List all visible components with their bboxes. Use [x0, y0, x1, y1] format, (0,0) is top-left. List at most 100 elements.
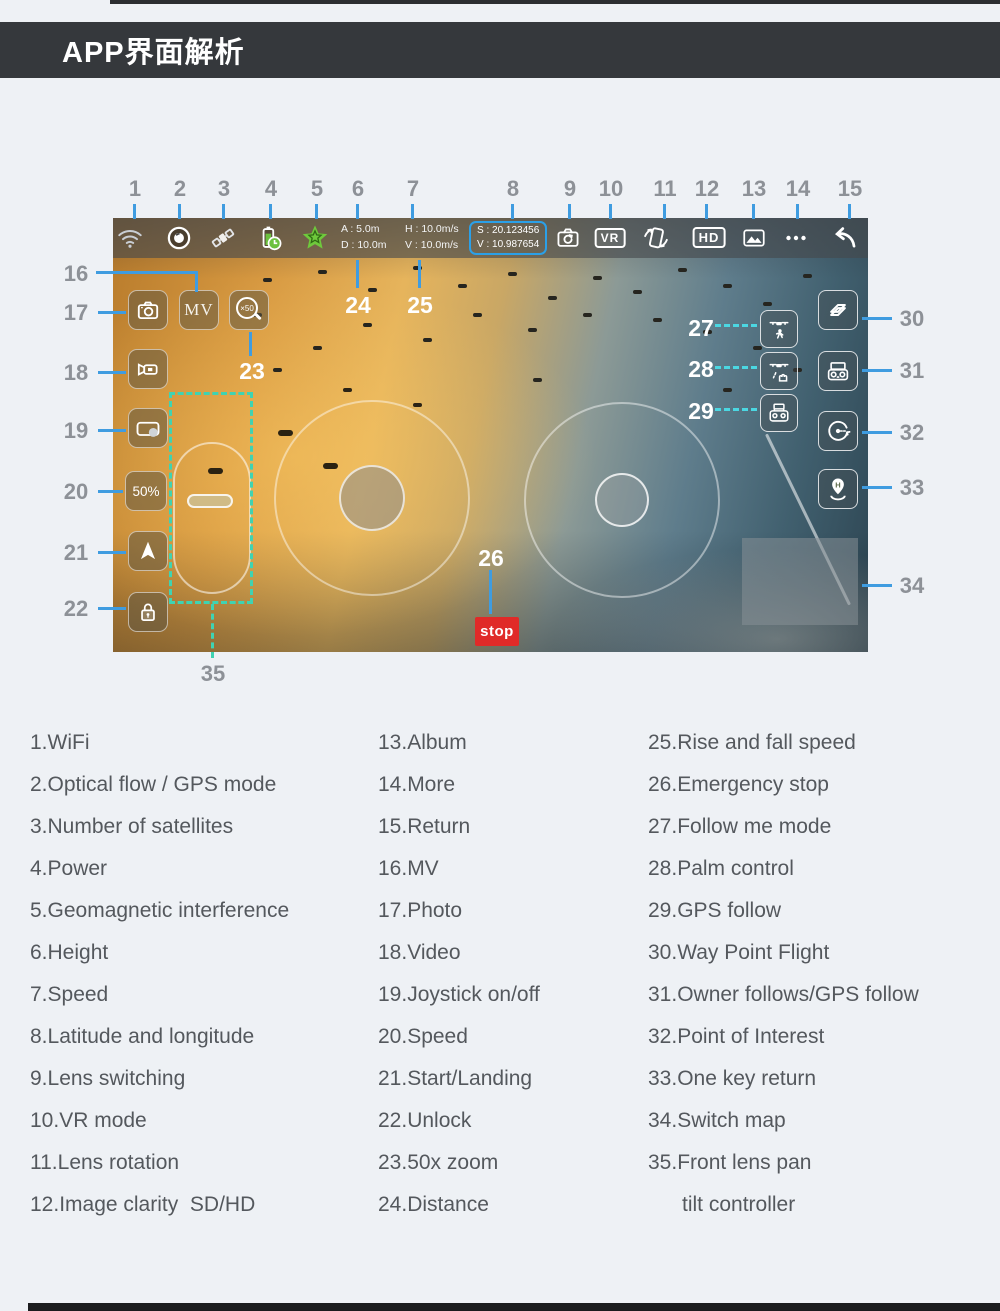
- page-title: APP界面解析: [62, 37, 245, 69]
- legend-column-3: 25.Rise and fall speed 26.Emergency stop…: [648, 722, 919, 1226]
- legend-item: 16.MV: [378, 857, 439, 880]
- pan-tilt-slider[interactable]: [187, 494, 233, 508]
- point-of-interest-button[interactable]: [818, 411, 858, 451]
- leader-15: [848, 204, 851, 219]
- speed-readout: H : 10.0m/s V : 10.0m/s: [405, 223, 459, 251]
- legend-item: 14.More: [378, 773, 456, 796]
- leader-3: [222, 204, 225, 219]
- callout-11: 11: [653, 176, 677, 201]
- follow-me-icon: [765, 315, 793, 343]
- legend-item: 22.Unlock: [378, 1109, 472, 1132]
- hd-quality-icon[interactable]: HD: [692, 227, 726, 248]
- legend-item: 13.Album: [378, 731, 467, 754]
- callout-21: 21: [63, 540, 89, 565]
- speed-percent-button[interactable]: 50%: [125, 471, 167, 511]
- leader-6: [356, 204, 359, 219]
- callout-18: 18: [63, 360, 89, 385]
- callout-14: 14: [785, 176, 811, 201]
- leader-18: [98, 371, 126, 374]
- legend-item: 17.Photo: [378, 899, 463, 922]
- legend-column-1: 1.WiFi 2.Optical flow / GPS mode 3.Numbe…: [30, 722, 289, 1226]
- start-landing-button[interactable]: [128, 531, 168, 571]
- legend-item: 12.Image clarity SD/HD: [30, 1193, 256, 1216]
- leader-21: [98, 551, 126, 554]
- legend-item: 8.Latitude and longitude: [30, 1025, 255, 1048]
- legend-item: 30.Way Point Flight: [648, 941, 830, 964]
- map-thumbnail[interactable]: [742, 538, 858, 625]
- video-button[interactable]: [128, 349, 168, 389]
- legend-column-2: 13.Album 14.More 15.Return 16.MV 17.Phot…: [378, 722, 540, 1226]
- legend-item: 28.Palm control: [648, 857, 794, 880]
- legend-item: 18.Video: [378, 941, 461, 964]
- lens-switch-icon[interactable]: [553, 225, 583, 252]
- pan-tilt-highlight-box: [169, 392, 253, 604]
- callout-25: 25: [407, 292, 433, 318]
- vr-mode-icon[interactable]: VR: [594, 228, 626, 248]
- right-joystick[interactable]: [524, 402, 720, 598]
- callout-29: 29: [688, 398, 714, 424]
- controller-knobs-icon: [823, 356, 853, 386]
- unlock-button[interactable]: [128, 592, 168, 632]
- legend-item: 35.Front lens pan: [648, 1151, 812, 1174]
- legend-item: 26.Emergency stop: [648, 773, 829, 796]
- zoom-50x-button[interactable]: ×50: [229, 290, 269, 330]
- callout-3: 3: [217, 176, 231, 201]
- one-key-return-button[interactable]: H: [818, 469, 858, 509]
- legend-item: 2.Optical flow / GPS mode: [30, 773, 277, 796]
- left-joystick-knob[interactable]: [339, 465, 405, 531]
- waypoint-flight-button[interactable]: [818, 290, 858, 330]
- video-camera-icon: [134, 356, 162, 382]
- leader-16-h: [96, 271, 198, 274]
- palm-control-button[interactable]: [760, 352, 798, 390]
- legend-item: 29.GPS follow: [648, 899, 782, 922]
- gps-follow-button[interactable]: [760, 394, 798, 432]
- wifi-icon: [115, 225, 145, 252]
- more-icon[interactable]: [779, 226, 813, 250]
- follow-me-button[interactable]: [760, 310, 798, 348]
- return-icon[interactable]: [828, 223, 860, 253]
- lens-rotation-icon[interactable]: [641, 223, 672, 254]
- callout-26: 26: [478, 545, 504, 571]
- lat-long-readout: S : 20.123456 V : 10.987654: [469, 221, 547, 255]
- owner-follow-button[interactable]: [818, 351, 858, 391]
- lock-icon: [135, 599, 161, 625]
- right-joystick-knob[interactable]: [595, 473, 649, 527]
- album-icon[interactable]: [739, 225, 769, 251]
- leader-32: [862, 431, 892, 434]
- leader-16-v: [195, 271, 198, 292]
- leader-24: [356, 260, 359, 288]
- palm-control-icon: [765, 357, 793, 385]
- callout-34: 34: [899, 573, 925, 598]
- leader-7: [411, 204, 414, 219]
- legend-item: 31.Owner follows/GPS follow: [648, 983, 919, 1006]
- leader-29: [715, 408, 757, 411]
- legend-item: 32.Point of Interest: [648, 1025, 825, 1048]
- callout-4: 4: [264, 176, 278, 201]
- emergency-stop-button[interactable]: stop: [475, 617, 519, 646]
- geomagnetic-star-icon: [300, 223, 331, 254]
- leader-10: [609, 204, 612, 219]
- left-joystick[interactable]: [274, 400, 470, 596]
- mv-button[interactable]: MV: [179, 290, 219, 330]
- photo-button[interactable]: [128, 290, 168, 330]
- mv-label: MV: [184, 300, 214, 319]
- status-bar: A : 5.0m D : 10.0m H : 10.0m/s V : 10.0m/s…: [113, 218, 868, 258]
- leader-12: [705, 204, 708, 219]
- legend-item: 11.Lens rotation: [30, 1151, 180, 1174]
- remote-controller-icon: [765, 399, 793, 427]
- legend-item: 27.Follow me mode: [648, 815, 832, 838]
- callout-17: 17: [63, 300, 89, 325]
- callout-16: 16: [63, 261, 89, 286]
- legend-item: 23.50x zoom: [378, 1151, 499, 1174]
- callout-1: 1: [128, 176, 142, 201]
- callout-24: 24: [345, 292, 371, 318]
- waypoint-icon: [823, 295, 853, 325]
- legend-item: 19.Joystick on/off: [378, 983, 540, 1006]
- altitude-distance-readout: A : 5.0m D : 10.0m: [341, 223, 387, 251]
- legend-item: 6.Height: [30, 941, 109, 964]
- leader-35: [211, 604, 214, 658]
- phone-joystick-icon: [133, 414, 163, 442]
- joystick-toggle-button[interactable]: [128, 408, 168, 448]
- callout-6: 6: [351, 176, 365, 201]
- leader-20: [98, 490, 123, 493]
